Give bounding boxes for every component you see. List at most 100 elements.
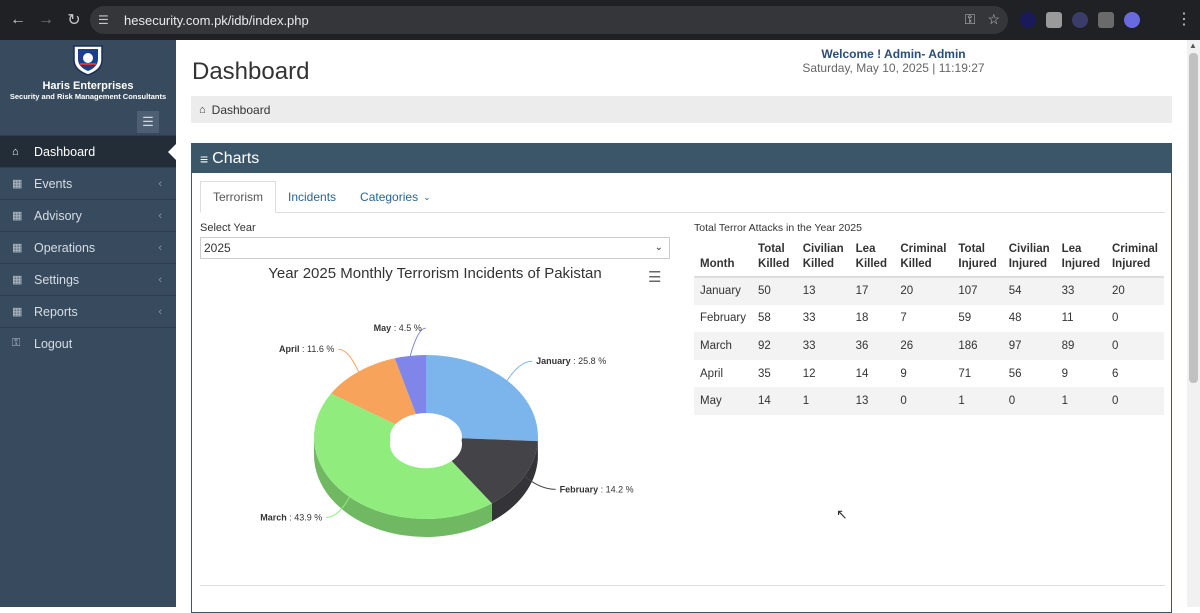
table-cell: 1 (1056, 387, 1106, 415)
table-header-cell: Lea Injured (1056, 238, 1106, 277)
table-cell: May (694, 387, 752, 415)
table-header-cell: Month (694, 238, 752, 277)
year-label: Select Year (200, 222, 256, 234)
table-cell: 33 (1056, 277, 1106, 305)
panel-header: ≡ Charts (192, 144, 1171, 173)
tab-label: Categories (360, 190, 418, 204)
year-select[interactable]: 2025 ⌄ (200, 237, 670, 259)
chevron-left-icon: ‹ (158, 274, 162, 286)
table-header-cell: Criminal Injured (1106, 238, 1164, 277)
sidebar-item-label: Reports (34, 305, 78, 319)
pie-chart-svg: January : 25.8 %February : 14.2 %March :… (200, 262, 670, 562)
sidebar-item-label: Settings (34, 273, 79, 287)
sidebar-item-label: Operations (34, 241, 95, 255)
sidebar-item-events[interactable]: ▦ Events ‹ (0, 167, 176, 199)
scroll-up-icon[interactable]: ▲ (1189, 41, 1197, 50)
table-header-cell: Total Injured (952, 238, 1002, 277)
table-cell: 97 (1003, 332, 1056, 360)
extension-icon[interactable] (1098, 12, 1114, 28)
extension-icon[interactable] (1020, 12, 1036, 28)
home-icon: ⌂ (199, 104, 206, 116)
bars-icon: ≡ (200, 151, 208, 167)
table-cell: 48 (1003, 305, 1056, 333)
table-cell: 58 (752, 305, 797, 333)
table-cell: 1 (797, 387, 850, 415)
data-label: April : 11.6 % (279, 344, 334, 354)
tab-bar: Terrorism Incidents Categories ⌄ (200, 181, 1165, 213)
table-cell: 56 (1003, 360, 1056, 388)
welcome-block: Welcome ! Admin- Admin Saturday, May 10,… (786, 47, 1001, 75)
chevron-left-icon: ‹ (158, 306, 162, 318)
extensions-area (1020, 10, 1140, 30)
sidebar-item-label: Logout (34, 337, 72, 351)
menu-icon[interactable]: ⋮ (1176, 9, 1192, 29)
site-info-icon[interactable]: ☰ (98, 13, 118, 27)
table-cell: 13 (850, 387, 895, 415)
tab-incidents[interactable]: Incidents (276, 181, 348, 213)
url-text: hesecurity.com.pk/idb/index.php (124, 13, 309, 28)
back-icon[interactable]: ← (4, 6, 32, 34)
data-label-connector (507, 361, 532, 380)
extension-icon[interactable] (1046, 12, 1062, 28)
chevron-down-icon: ⌄ (655, 238, 663, 258)
table-icon: ▦ (12, 177, 26, 190)
table-header-cell: Total Killed (752, 238, 797, 277)
tab-terrorism[interactable]: Terrorism (200, 181, 276, 213)
extension-icon[interactable] (1072, 12, 1088, 28)
table-cell: 33 (797, 305, 850, 333)
table-cell: 92 (752, 332, 797, 360)
breadcrumb: ⌂ Dashboard (191, 96, 1172, 123)
scrollbar-thumb[interactable] (1189, 53, 1198, 383)
data-label: March : 43.9 % (260, 512, 322, 522)
table-cell: 6 (1106, 360, 1164, 388)
sidebar-item-logout[interactable]: ⚿ Logout (0, 327, 176, 359)
table-cell: February (694, 305, 752, 333)
sidebar-item-operations[interactable]: ▦ Operations ‹ (0, 231, 176, 263)
table-cell: 20 (1106, 277, 1164, 305)
sidebar-item-advisory[interactable]: ▦ Advisory ‹ (0, 199, 176, 231)
table-cell: April (694, 360, 752, 388)
reload-icon[interactable]: ↻ (60, 6, 88, 34)
sidebar-item-label: Advisory (34, 209, 82, 223)
sidebar-toggle-button[interactable]: ☰ (137, 111, 159, 133)
table-cell: 33 (797, 332, 850, 360)
table-cell: 26 (894, 332, 952, 360)
table-header-cell: Criminal Killed (894, 238, 952, 277)
year-select-value: 2025 (204, 241, 231, 255)
brand-name: Haris Enterprises (0, 80, 176, 92)
table-cell: 35 (752, 360, 797, 388)
table-cell: 7 (894, 305, 952, 333)
brand: Haris Enterprises Security and Risk Mana… (0, 40, 176, 136)
home-icon: ⌂ (12, 146, 26, 158)
table-cell: March (694, 332, 752, 360)
table-cell: 11 (1056, 305, 1106, 333)
sidebar-item-settings[interactable]: ▦ Settings ‹ (0, 263, 176, 295)
chevron-left-icon: ‹ (158, 178, 162, 190)
sidebar-item-dashboard[interactable]: ⌂ Dashboard (0, 135, 176, 167)
table-cell: 0 (1106, 332, 1164, 360)
table-icon: ▦ (12, 305, 26, 318)
mouse-cursor: ↖ (836, 506, 848, 523)
table-header-cell: Civilian Injured (1003, 238, 1056, 277)
forward-icon[interactable]: → (32, 6, 60, 34)
profile-avatar[interactable] (1124, 12, 1140, 28)
star-icon[interactable]: ☆ (987, 11, 1000, 28)
breadcrumb-item[interactable]: Dashboard (212, 103, 271, 117)
table-cell: 107 (952, 277, 1002, 305)
table-cell: 18 (850, 305, 895, 333)
table-cell: January (694, 277, 752, 305)
table-header-cell: Civilian Killed (797, 238, 850, 277)
password-key-icon[interactable]: ⚿ (965, 11, 976, 28)
table-cell: 50 (752, 277, 797, 305)
address-bar[interactable]: ☰ hesecurity.com.pk/idb/index.php ⚿ ☆ (90, 6, 1008, 34)
table-cell: 20 (894, 277, 952, 305)
sidebar-item-reports[interactable]: ▦ Reports ‹ (0, 295, 176, 327)
tab-categories[interactable]: Categories ⌄ (348, 181, 443, 213)
table-cell: 0 (894, 387, 952, 415)
charts-panel: ≡ Charts Terrorism Incidents Categories … (191, 143, 1172, 613)
page-scrollbar[interactable]: ▲ (1187, 40, 1200, 607)
table-icon: ▦ (12, 273, 26, 286)
table-cell: 17 (850, 277, 895, 305)
